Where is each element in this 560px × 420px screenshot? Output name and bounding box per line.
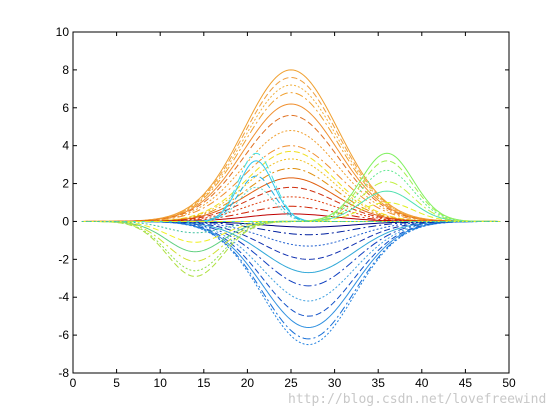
y-tick-label: -4 [58, 290, 69, 304]
series-lines [81, 69, 501, 346]
y-tick-label: 2 [62, 177, 69, 191]
x-tick-label: 10 [154, 376, 168, 390]
x-tick-label: 40 [415, 376, 429, 390]
x-tick-label: 20 [241, 376, 255, 390]
y-tick-label: -8 [58, 366, 69, 380]
series-line [81, 220, 501, 243]
x-tick-label: 15 [197, 376, 211, 390]
x-tick-label: 25 [284, 376, 298, 390]
x-tick-label: 30 [328, 376, 342, 390]
plot-area [72, 31, 510, 374]
series-line [81, 220, 501, 234]
series-line [81, 145, 501, 222]
watermark: http://blog.csdn.net/lovefreewind [288, 392, 547, 407]
x-tick-label: 45 [459, 376, 473, 390]
x-axis-ticks: 0 5 10 15 20 25 30 35 40 45 50 [70, 32, 516, 390]
y-tick-label: 10 [56, 25, 70, 39]
y-tick-label: 0 [62, 214, 69, 228]
y-tick-label: 8 [62, 63, 69, 77]
x-tick-label: 50 [502, 376, 516, 390]
y-tick-label: -2 [58, 252, 69, 266]
y-tick-label: 4 [62, 139, 69, 153]
y-tick-label: 6 [62, 101, 69, 115]
y-tick-label: -6 [58, 328, 69, 342]
series-line [81, 220, 501, 260]
y-axis-ticks: 10 8 6 4 2 0 -2 -4 -6 -8 [56, 25, 509, 380]
series-line [81, 220, 501, 317]
x-tick-label: 0 [70, 376, 77, 390]
x-tick-label: 5 [113, 376, 120, 390]
x-tick-label: 35 [372, 376, 386, 390]
